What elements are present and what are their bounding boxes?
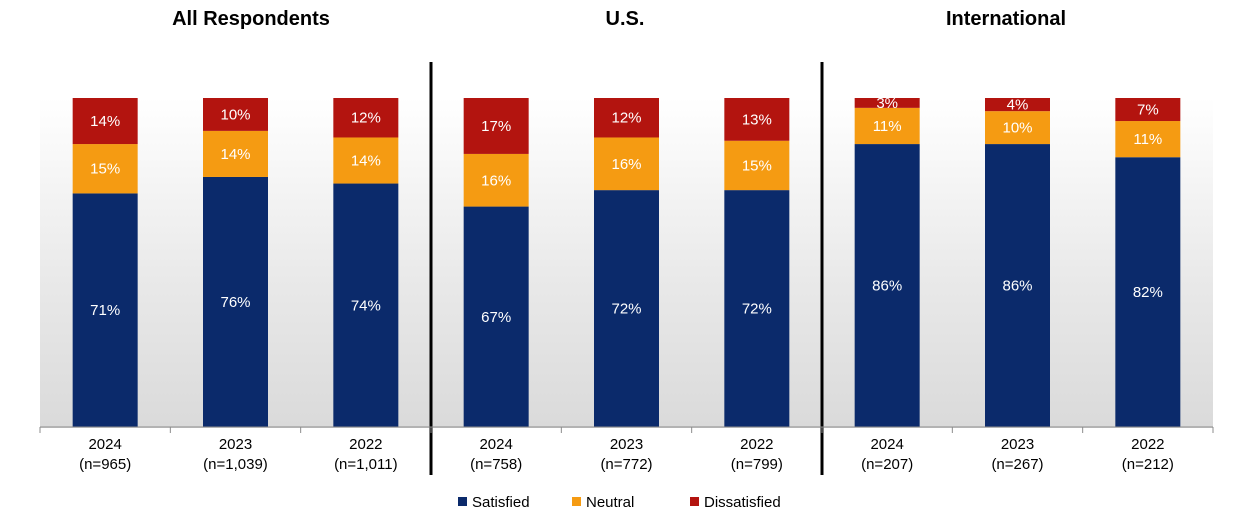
x-tick-label-n: (n=207) [861,456,913,473]
x-tick-label-n: (n=267) [991,456,1043,473]
data-label-neutral-u-s-2023: 16% [611,156,641,173]
bar-segment-neutral-all-respondents-2024 [72,144,138,194]
x-tick-label-year: 2023 [219,436,252,453]
bar-segment-satisfied-u-s-2023 [594,190,659,427]
bar-segment-satisfied-all-respondents-2024 [72,193,138,427]
bar-segment-dissatisfied-international-2024 [854,98,920,108]
legend-swatch-neutral [572,497,581,506]
legend-label-satisfied: Satisfied [472,494,530,511]
data-label-dissatisfied-all-respondents-2022: 12% [351,110,381,127]
bar-segment-neutral-u-s-2024 [463,153,529,207]
data-label-neutral-international-2023: 10% [1002,120,1032,137]
data-label-neutral-international-2022: 11% [1133,131,1162,148]
x-tick-label-n: (n=799) [731,456,783,473]
data-label-satisfied-international-2022: 82% [1133,284,1163,301]
x-tick-label-n: (n=1,011) [334,456,398,473]
data-label-satisfied-international-2023: 86% [1002,278,1032,295]
data-label-satisfied-u-s-2022: 72% [742,301,772,318]
bar-segment-satisfied-international-2024 [854,144,920,427]
data-label-satisfied-u-s-2024: 67% [481,309,511,326]
bar-segment-neutral-international-2022 [1115,121,1181,158]
bar-segment-dissatisfied-all-respondents-2022 [333,98,399,138]
bar-segment-dissatisfied-u-s-2024 [463,98,529,154]
data-label-dissatisfied-u-s-2022: 13% [742,111,772,128]
legend-swatch-satisfied [458,497,467,506]
group-title-international: International [946,8,1066,30]
bar-segment-neutral-all-respondents-2022 [333,137,399,184]
x-tick-label-year: 2023 [610,436,643,453]
x-tick-label-year: 2024 [479,436,512,453]
data-label-dissatisfied-u-s-2024: 17% [481,118,511,135]
x-tick-label-year: 2022 [1131,436,1164,453]
x-tick-label-n: (n=772) [600,456,652,473]
bar-segment-dissatisfied-international-2022 [1115,98,1181,122]
data-label-dissatisfied-all-respondents-2024: 14% [90,113,120,130]
bar-segment-satisfied-all-respondents-2023 [203,176,268,427]
data-label-satisfied-all-respondents-2024: 71% [90,302,120,319]
legend-label-neutral: Neutral [586,494,634,511]
bar-segment-dissatisfied-u-s-2023 [594,98,659,138]
data-label-dissatisfied-u-s-2023: 12% [611,110,641,127]
data-label-neutral-international-2024: 11% [873,118,902,135]
data-label-satisfied-u-s-2023: 72% [611,301,641,318]
data-label-neutral-all-respondents-2024: 15% [90,161,120,178]
data-label-neutral-all-respondents-2022: 14% [351,153,381,170]
data-label-dissatisfied-international-2024: 3% [876,95,898,112]
bar-segment-dissatisfied-international-2023 [985,98,1050,112]
group-title-u-s: U.S. [606,8,645,30]
bar-segment-neutral-u-s-2022 [724,140,790,191]
bar-segment-neutral-u-s-2023 [594,137,659,191]
x-tick-label-n: (n=1,039) [203,456,268,473]
data-label-neutral-all-respondents-2023: 14% [220,146,250,163]
data-label-satisfied-all-respondents-2022: 74% [351,297,381,314]
data-label-dissatisfied-international-2022: 7% [1137,102,1159,119]
bar-segment-dissatisfied-u-s-2022 [724,98,790,141]
data-label-dissatisfied-international-2023: 4% [1007,97,1029,114]
x-tick-label-year: 2022 [740,436,773,453]
x-tick-label-n: (n=965) [79,456,131,473]
bar-segment-dissatisfied-all-respondents-2023 [203,98,268,131]
bar-segment-neutral-international-2023 [985,111,1050,145]
bar-segment-satisfied-u-s-2024 [463,206,529,427]
bar-segment-dissatisfied-all-respondents-2024 [72,98,138,145]
group-title-all-respondents: All Respondents [172,8,330,30]
x-tick-label-year: 2024 [88,436,121,453]
x-tick-label-year: 2023 [1001,436,1034,453]
data-label-neutral-u-s-2024: 16% [481,172,511,189]
bar-segment-neutral-all-respondents-2023 [203,130,268,177]
data-label-neutral-u-s-2022: 15% [742,157,772,174]
bar-segment-satisfied-all-respondents-2022 [333,183,399,427]
legend-swatch-dissatisfied [690,497,699,506]
x-tick-label-n: (n=212) [1122,456,1174,473]
x-tick-label-n: (n=758) [470,456,522,473]
bar-segment-satisfied-international-2022 [1115,157,1181,427]
data-label-dissatisfied-all-respondents-2023: 10% [220,106,250,123]
x-tick-label-year: 2022 [349,436,382,453]
bar-segment-neutral-international-2024 [854,107,920,145]
bar-segment-satisfied-u-s-2022 [724,190,790,427]
bar-segment-satisfied-international-2023 [985,144,1050,427]
data-label-satisfied-international-2024: 86% [872,278,902,295]
legend-label-dissatisfied: Dissatisfied [704,494,781,511]
x-tick-label-year: 2024 [870,436,903,453]
data-label-satisfied-all-respondents-2023: 76% [220,294,250,311]
